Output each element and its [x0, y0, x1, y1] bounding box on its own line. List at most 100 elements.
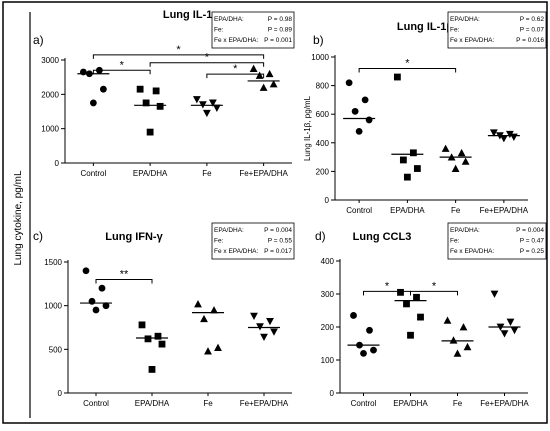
data-point	[152, 87, 160, 95]
data-point	[361, 96, 369, 104]
data-point	[393, 73, 401, 81]
panel-title: Lung IL-1α	[163, 9, 219, 21]
stats-p-value: P = 0.004	[264, 227, 292, 234]
data-point	[194, 300, 202, 308]
data-point	[214, 343, 222, 351]
data-point	[154, 332, 162, 340]
stats-p-value: P = 0.016	[516, 37, 544, 44]
data-point	[270, 328, 278, 336]
y-tick-label: 200	[321, 323, 335, 332]
stats-p-value: P = 0.25	[520, 248, 545, 255]
data-point	[399, 156, 407, 164]
data-point	[144, 335, 152, 343]
data-point	[92, 306, 100, 314]
stats-p-value: P = 0.07	[520, 27, 545, 34]
panel-2: b) Lung IL-1β 0 200 400 600 800 1000 Lung IL-1β,…	[303, 11, 547, 215]
panel-title: Lung CCL3	[353, 231, 412, 243]
y-tick-label: 1500	[44, 258, 62, 267]
significance-label: *	[385, 280, 390, 292]
data-point	[350, 312, 357, 319]
data-point	[510, 326, 519, 335]
data-point	[490, 290, 499, 298]
data-point	[269, 80, 278, 88]
data-point	[265, 69, 274, 78]
y-tick-label: 0	[55, 159, 60, 168]
data-point	[417, 313, 424, 321]
data-point	[441, 144, 450, 152]
data-point	[370, 346, 377, 354]
panel-label: c)	[33, 229, 43, 243]
data-point	[360, 350, 367, 357]
data-point	[260, 333, 268, 342]
data-point	[192, 96, 201, 104]
y-tick-label: 400	[321, 257, 335, 266]
data-point	[366, 326, 373, 334]
data-point	[463, 342, 472, 351]
y-tick-label: 1000	[311, 53, 329, 62]
stats-p-value: P = 0.017	[264, 248, 292, 255]
stats-label: Fe:	[214, 27, 224, 34]
data-point	[79, 68, 87, 76]
data-point	[249, 64, 258, 72]
data-point	[459, 323, 468, 331]
stats-label: Fe x EPA/DHA:	[450, 37, 495, 44]
data-point	[210, 306, 218, 314]
data-point	[355, 127, 363, 135]
stats-label: EPA/DHA:	[214, 16, 244, 23]
x-tick-label: EPA/DHA	[133, 169, 168, 178]
stats-p-value: P = 0.98	[268, 16, 293, 23]
y-tick-label: 800	[316, 82, 330, 91]
y-tick-label: 500	[49, 345, 63, 354]
y-tick-label: 0	[330, 389, 335, 398]
x-tick-label: Fe	[202, 169, 212, 178]
stats-p-value: P = 0.001	[264, 37, 292, 44]
stats-label: Fe:	[450, 27, 460, 34]
data-point	[457, 148, 466, 157]
data-point	[256, 323, 264, 331]
data-point	[499, 135, 508, 143]
stats-label: EPA/DHA:	[450, 227, 480, 234]
stats-box	[211, 222, 295, 260]
data-point	[453, 349, 462, 357]
data-point	[204, 347, 212, 355]
significance-label: *	[432, 280, 437, 292]
stats-label: Fe x EPA/DHA:	[214, 37, 259, 44]
data-point	[98, 284, 106, 292]
y-tick-label: 3000	[41, 56, 59, 65]
y-tick-label: 200	[316, 167, 330, 176]
y-tick-label: 100	[321, 356, 335, 365]
data-point	[200, 314, 208, 323]
stats-label: EPA/DHA:	[214, 227, 244, 234]
stats-p-value: P = 0.55	[268, 238, 293, 245]
y-axis-label: Lung IL-1β, pg/mL	[303, 95, 312, 161]
panel-1: a) Lung IL-1α 0 1000 2000 3000 Control EPA/DHA F…	[33, 9, 295, 178]
data-point	[461, 157, 470, 165]
data-point	[82, 267, 90, 275]
significance-label: *	[405, 57, 410, 69]
data-point	[88, 297, 96, 305]
data-point	[449, 336, 458, 344]
y-tick-label: 0	[58, 389, 63, 398]
data-point	[407, 331, 414, 339]
significance-bracket	[149, 62, 265, 67]
x-tick-label: Fe	[451, 206, 461, 215]
significance-bracket	[92, 54, 265, 59]
significance-label: *	[120, 59, 125, 71]
data-point	[345, 79, 353, 87]
y-tick-label: 2000	[41, 90, 59, 99]
figure-border	[2, 1, 548, 424]
stats-p-value: P = 0.62	[520, 16, 545, 23]
x-tick-label: Control	[351, 399, 377, 408]
panel-label: b)	[313, 33, 324, 47]
significance-bracket	[206, 73, 265, 79]
data-point	[156, 102, 164, 110]
panel-label: a)	[33, 33, 44, 47]
significance-label: *	[176, 44, 181, 56]
data-point	[351, 107, 359, 115]
x-tick-label: Control	[83, 399, 109, 408]
panel-title: Lung IL-1β	[397, 21, 453, 33]
data-point	[138, 321, 146, 329]
panel-4: d) Lung CCL3 0 100 200 300 400 Control EPA/DHA Fe…	[315, 222, 547, 408]
